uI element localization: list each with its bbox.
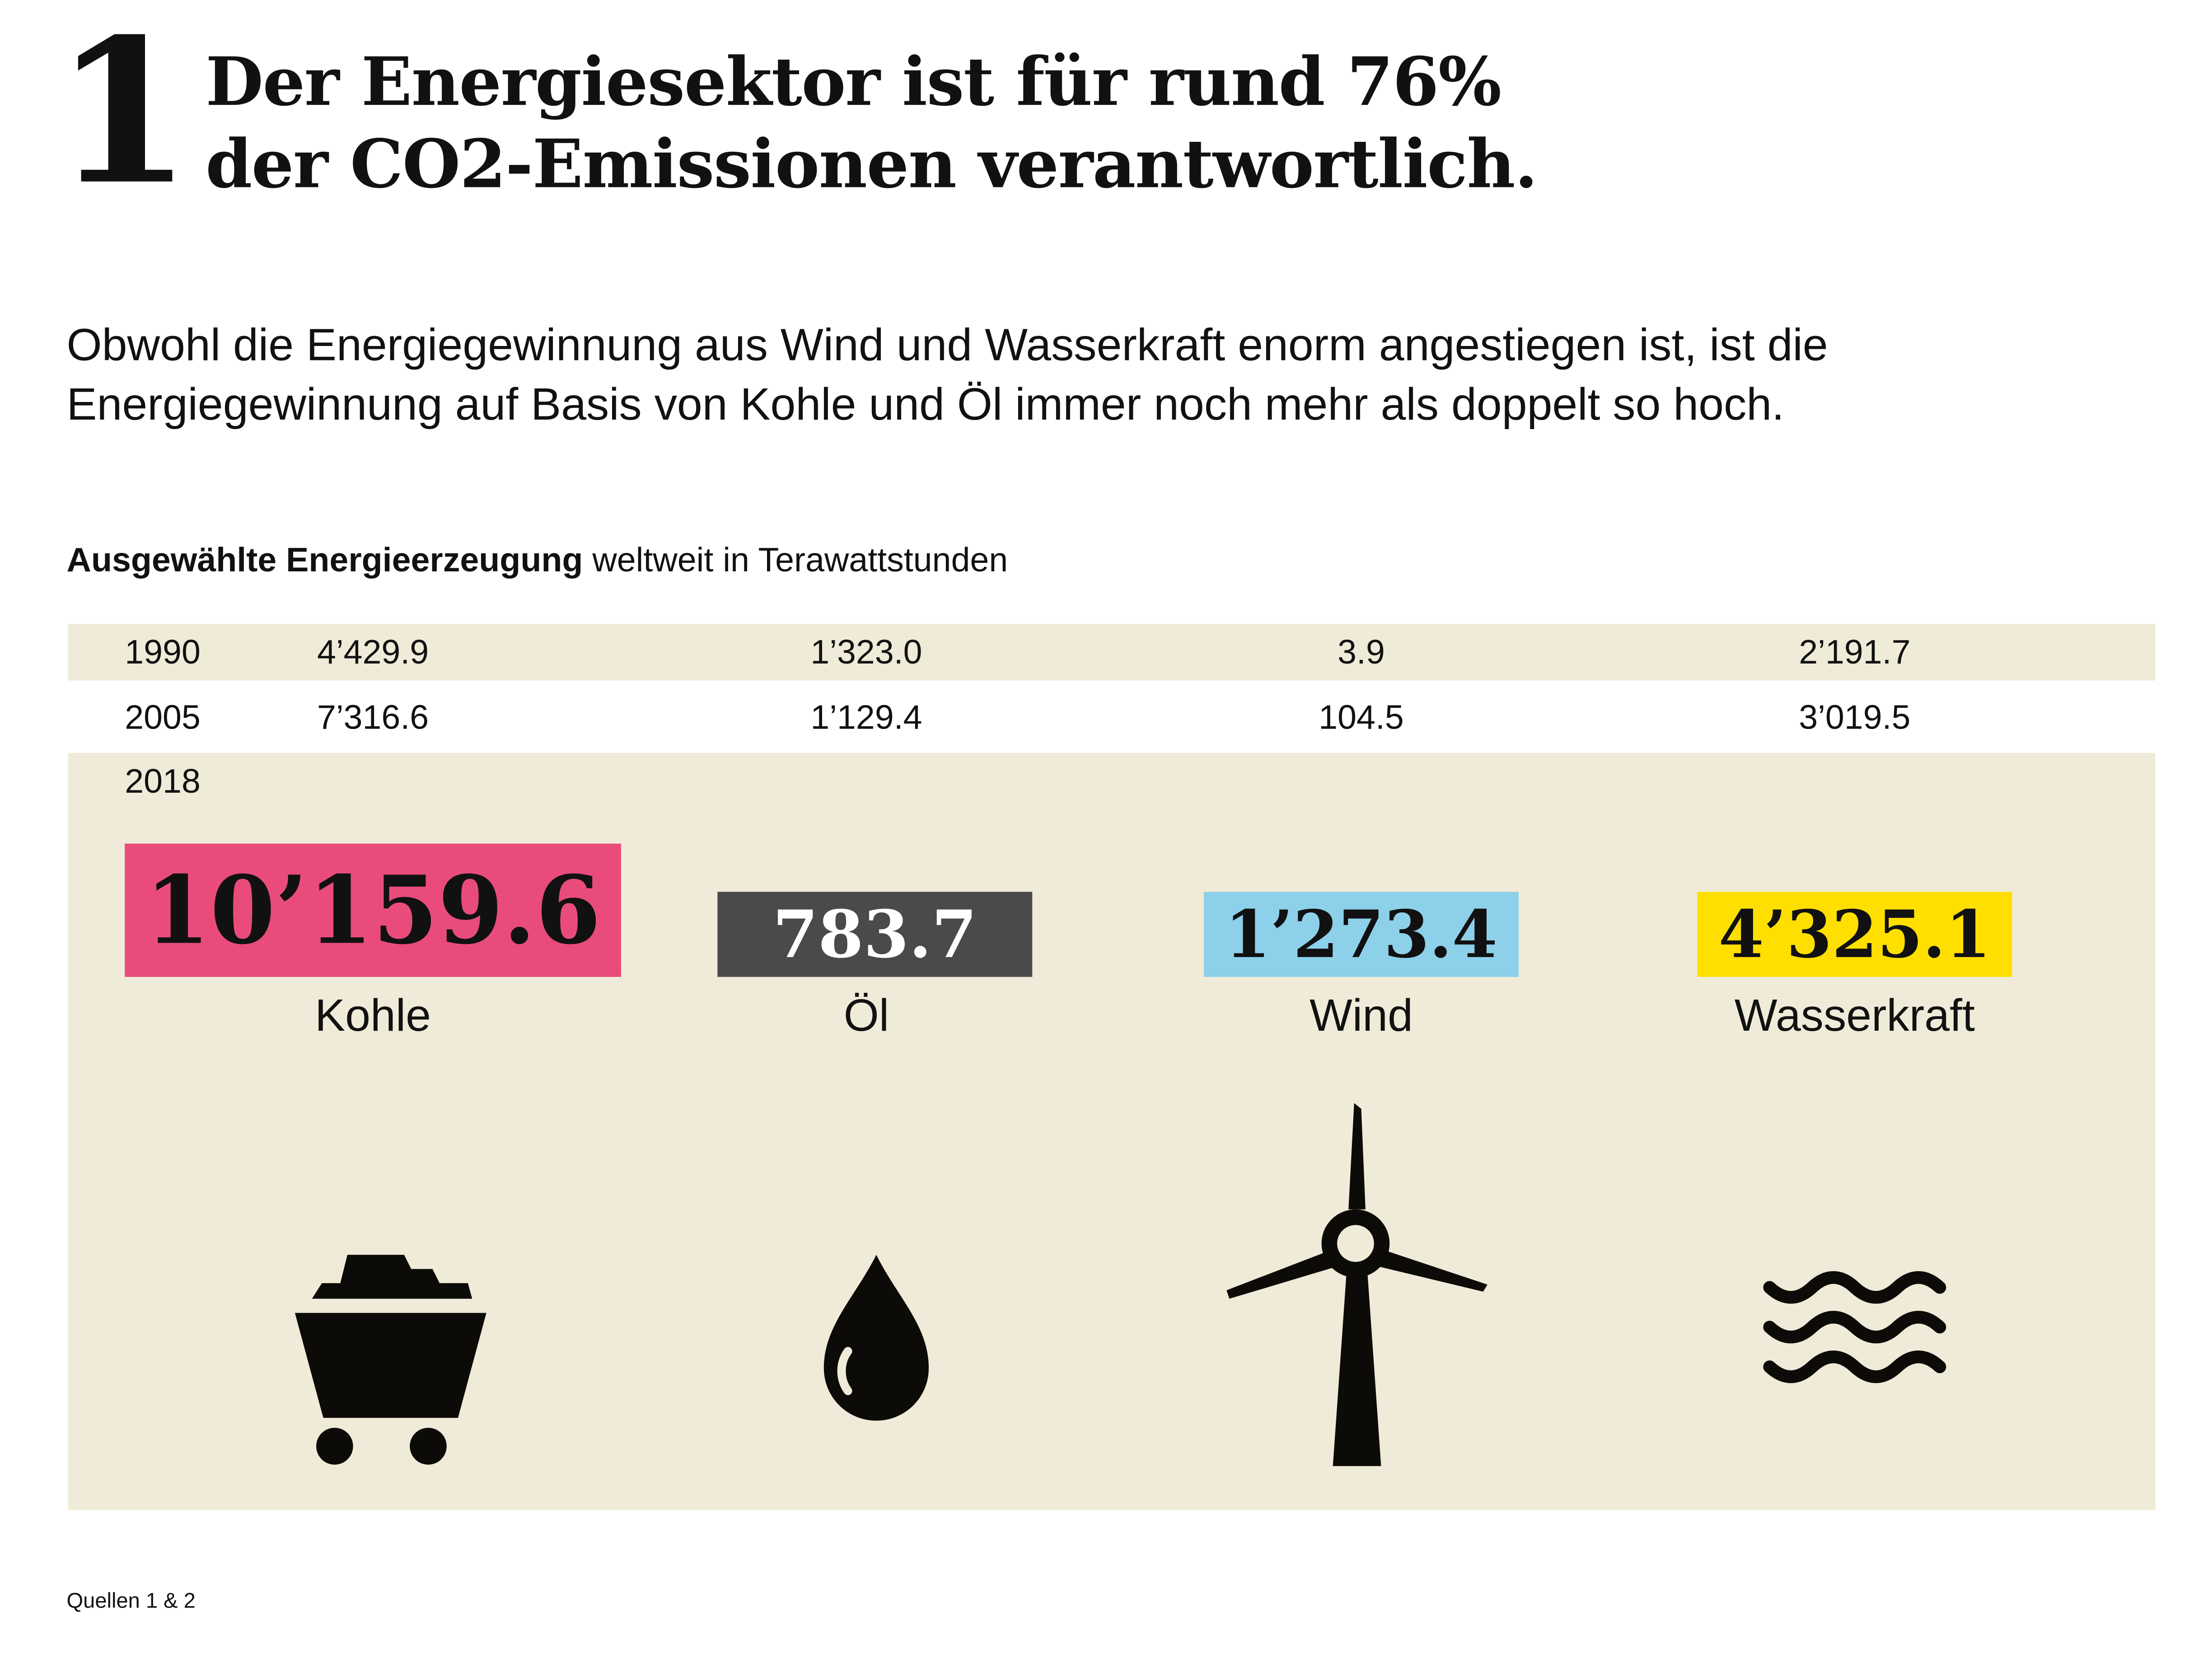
table-title-bold: Ausgewählte Energieerzeugung	[66, 542, 583, 580]
page-title: Der Energiesektor ist für rund 76% der C…	[206, 42, 1538, 207]
year-2005: 2005	[125, 699, 201, 738]
title-line-1: Der Energiesektor ist für rund 76%	[206, 44, 1501, 122]
value-kohle-2018: 10’159.6	[125, 843, 621, 977]
row-1990-bg	[68, 624, 2156, 681]
label-kohle: Kohle	[315, 990, 431, 1041]
sources-note: Quellen 1 & 2	[66, 1589, 196, 1614]
label-oel: Öl	[843, 990, 889, 1041]
section-number: 1	[54, 0, 192, 230]
value-wind-2005: 104.5	[1319, 699, 1404, 738]
oil-drop-icon	[823, 1255, 929, 1421]
table-title: Ausgewählte Energieerzeugung weltweit in…	[67, 542, 1008, 581]
year-1990: 1990	[125, 634, 201, 672]
value-wasserkraft-2018: 4’325.1	[1697, 892, 2012, 977]
value-wind-1990: 3.9	[1337, 634, 1385, 672]
value-oel-1990: 1’323.0	[810, 634, 922, 672]
wind-turbine-icon	[1226, 1103, 1487, 1466]
coal-cart-icon	[295, 1255, 486, 1465]
lead-paragraph: Obwohl die Energiegewinnung aus Wind und…	[66, 319, 1828, 430]
value-wasserkraft-1990: 2’191.7	[1799, 634, 1911, 672]
title-line-2: der CO2-Emissionen verantwortlich.	[206, 126, 1538, 205]
value-wasserkraft-2005: 3’019.5	[1799, 699, 1911, 738]
value-kohle-1990: 4’429.9	[317, 634, 429, 672]
label-wasserkraft: Wasserkraft	[1734, 990, 1975, 1041]
value-kohle-2005: 7’316.6	[317, 699, 429, 738]
value-oel-2018: 783.7	[717, 892, 1033, 977]
table-title-rest: weltweit in Terawattstunden	[583, 542, 1008, 580]
value-wind-2018: 1’273.4	[1204, 892, 1519, 977]
label-wind: Wind	[1309, 990, 1413, 1041]
value-oel-2005: 1’129.4	[810, 699, 922, 738]
year-2018: 2018	[125, 762, 201, 801]
water-waves-icon	[1763, 1271, 1946, 1383]
